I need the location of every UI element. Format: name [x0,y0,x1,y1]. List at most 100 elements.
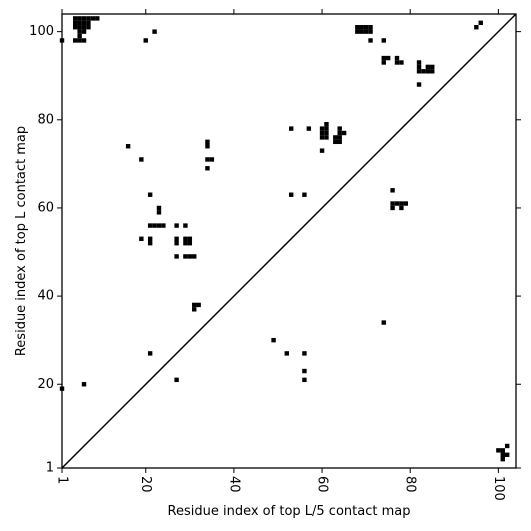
contact-cell-upper [81,29,87,34]
contact-cell-upper [73,38,78,43]
contact-cell-upper [139,157,144,162]
contact-cell-upper [394,201,400,206]
contact-cell-upper [86,20,91,26]
contact-cell-upper [368,38,373,43]
contact-cell-upper [147,223,153,228]
contact-cell-upper [416,60,422,65]
contact-cell-upper [174,241,179,246]
contact-cell-upper [363,29,369,34]
contact-cell-upper [337,130,342,136]
contact-cell-upper [73,20,78,26]
contact-cell-upper [86,16,91,21]
contact-cell-upper [390,205,395,211]
plot-frame [61,13,517,469]
contact-cell-upper [474,25,479,30]
contact-cell-upper [152,223,157,228]
contact-cell-upper [205,139,210,145]
contact-cell-upper [143,38,148,43]
contact-cell-lower [174,377,179,383]
contact-cell-lower [504,452,510,457]
contact-cell-upper [333,139,338,145]
contact-cell-upper [359,29,364,34]
contact-cell-upper [355,25,360,30]
contact-cell-upper [381,55,386,61]
contact-cell-upper [425,69,431,74]
contact-cell-upper [77,20,82,26]
contact-cell-lower [302,351,307,356]
contact-cell-upper [324,126,329,131]
contact-cell-upper [86,25,91,30]
diagonal-line [61,13,517,469]
x-tick-label: 100 [491,476,506,501]
contact-cell-upper [209,157,215,162]
contact-cell-upper [183,241,188,246]
contact-cell-upper [381,60,386,65]
y-axis-title: Residue index of top L contact map [14,126,29,356]
x-axis-ticks: 1 20 40 60 80 100 [55,9,506,501]
contact-cell-lower [147,351,153,356]
contact-cell-upper [394,60,400,65]
contact-cell-upper [77,29,82,34]
contact-cell-upper [390,188,395,193]
contact-cell-upper [302,192,307,197]
contact-cell-upper [183,254,188,259]
contact-cell-upper [425,64,431,70]
contact-cell-upper [139,236,144,241]
contact-cell-lower [302,368,307,374]
contact-cell-upper [81,38,87,43]
contact-cell-lower [504,443,510,449]
contact-cell-upper [319,130,325,136]
contact-cell-upper [196,302,201,308]
contact-cell-upper [416,82,422,87]
contact-cell-upper [359,25,364,30]
contact-cell-upper [368,25,373,30]
x-axis-title: Residue index of top L/5 contact map [168,504,411,519]
contact-cell-upper [156,223,162,228]
contact-cell-upper [95,16,100,21]
contact-cell-upper [156,205,162,211]
contact-cell-upper [390,201,395,206]
contact-cell-lower [500,448,505,453]
contact-cell-upper [333,135,338,140]
contact-cell-upper [319,126,325,131]
contact-cell-upper [174,236,179,241]
y-tick-label: 20 [37,377,54,392]
contact-cell-upper [368,29,373,34]
contact-cell-upper [152,29,157,34]
contact-cell-upper [416,69,422,74]
contact-cell-upper [399,205,404,211]
contact-cell-upper [90,16,96,21]
contact-cell-upper [430,64,435,70]
contact-cell-upper [161,223,166,228]
contact-cell-upper [403,201,409,206]
contact-cell-upper [337,139,342,145]
x-tick-label: 1 [55,476,70,484]
contact-cell-upper [156,210,162,215]
contact-cell-upper [77,33,82,39]
contact-cell-upper [183,223,188,228]
contact-cell-upper [187,236,193,241]
contact-cell-lower [284,351,289,356]
contact-cell-upper [192,307,197,312]
contact-cell-upper [147,241,153,246]
x-tick-label: 40 [226,476,241,493]
contact-cell-upper [385,55,391,61]
contact-cell-upper [81,16,87,21]
contact-cell-upper [73,16,78,21]
contact-cell-lower [302,377,307,383]
y-tick-label: 100 [29,24,54,39]
contact-cell-upper [205,157,210,162]
contact-cell-upper [174,223,179,228]
contact-cell-lower [500,452,505,457]
contact-cell-upper [421,69,426,74]
contact-cell-upper [147,192,153,197]
contact-cell-upper [324,130,329,136]
contact-cell-upper [187,241,193,246]
contact-cell-upper [205,166,210,171]
y-tick-label: 1 [46,461,54,476]
contact-cells [59,16,510,462]
contact-cell-upper [77,16,82,21]
contact-cell-upper [205,144,210,149]
contact-cell-upper [337,135,342,140]
